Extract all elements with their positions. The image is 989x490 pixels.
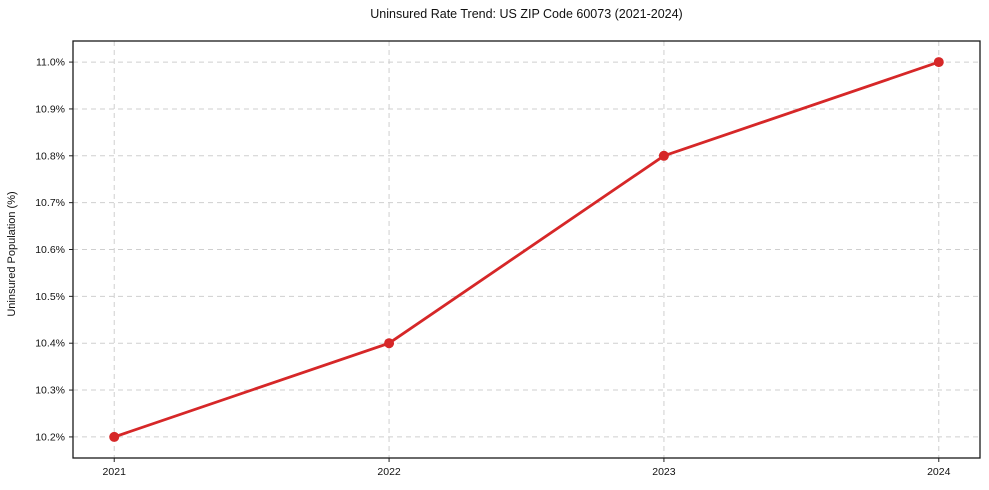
y-tick-label: 10.5% xyxy=(35,291,65,303)
x-tick-label: 2024 xyxy=(927,466,951,478)
data-point-marker xyxy=(933,57,944,68)
y-tick-label: 11.0% xyxy=(36,57,65,69)
y-tick-label: 10.9% xyxy=(35,103,65,115)
y-tick-label: 10.7% xyxy=(35,197,65,209)
y-tick-label: 10.3% xyxy=(35,385,65,397)
x-tick-label: 2021 xyxy=(103,466,127,478)
x-tick-label: 2022 xyxy=(377,466,401,478)
y-tick-label: 10.4% xyxy=(35,338,65,350)
data-point-marker xyxy=(109,431,120,442)
chart-title: Uninsured Rate Trend: US ZIP Code 60073 … xyxy=(370,7,683,21)
plot-border xyxy=(72,40,981,459)
series-line xyxy=(112,60,941,439)
data-point-marker xyxy=(384,338,395,349)
y-tick-label: 10.8% xyxy=(35,150,65,162)
data-point-marker xyxy=(658,150,669,161)
y-tick-label: 10.6% xyxy=(35,244,65,256)
x-tick-label: 2023 xyxy=(652,466,676,478)
y-tick-label: 10.2% xyxy=(35,431,65,443)
